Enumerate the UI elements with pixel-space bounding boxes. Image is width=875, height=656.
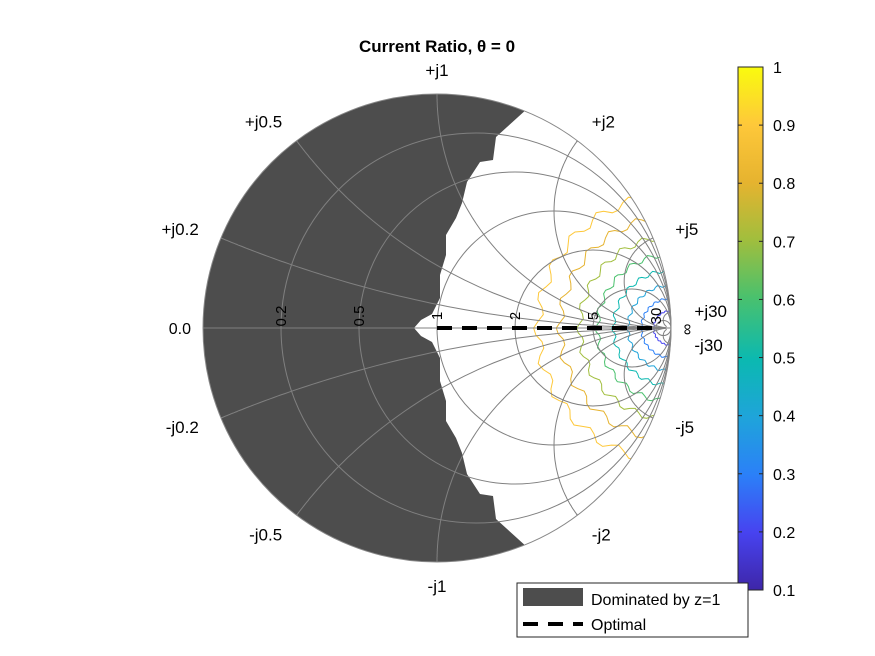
r-label: 5 [585,312,602,320]
grid-x-arc [662,311,671,328]
x-label: +j30 [694,302,727,321]
colorbar-tick-label: 0.8 [773,176,795,193]
grid-x-arc [623,237,667,329]
x-label: +j1 [425,61,448,80]
colorbar-tick-label: 0.7 [773,234,795,251]
x-label: -j30 [694,336,722,355]
colorbar-tick-label: 0.3 [773,467,795,484]
colorbar-tick-label: 0.1 [773,583,795,600]
colorbar: 0.1 0.2 0.3 0.4 0.5 0.6 0.7 0.8 0.9 1 [737,60,795,600]
grid-x-arc [553,140,667,329]
r-label: ∞ [679,324,696,335]
r-label: 0.2 [273,306,290,327]
legend: Dominated by z=1 Optimal [516,582,749,638]
colorbar-tick-label: 0.6 [773,292,795,309]
chart-title: Current Ratio, θ = 0 [359,37,515,56]
reactance-labels: +j0.2 +j0.5 +j1 +j2 +j5 +j30 -j0.2 -j0.5 -j1 -j2 -… [161,61,727,596]
x-label: -j2 [592,525,611,544]
legend-label-optimal: Optimal [591,617,646,634]
colorbar-tick-label: 0.5 [773,351,795,368]
resistance-labels: 0.0 0.2 0.5 1 2 5 30 ∞ [169,306,696,338]
r-label: 1 [429,312,446,320]
x-label: -j5 [675,418,694,437]
colorbar-tick-label: 0.4 [773,409,795,426]
x-label: +j0.5 [245,113,282,132]
x-label: +j0.2 [161,220,198,239]
x-label: -j0.5 [249,525,282,544]
unit-circle [202,93,672,563]
x-label: -j1 [428,577,447,596]
r-label: 0.0 [169,321,191,338]
legend-swatch-dominated [523,588,583,606]
colorbar-gradient [737,66,764,591]
colorbar-tick-label: 0.9 [773,118,795,135]
r-label: 0.5 [351,306,368,327]
grid-x-arc [553,327,667,516]
smith-chart-plot: 0.0 0.2 0.5 1 2 5 30 ∞ +j0.2 +j0.5 +j1 +j2 +j5 +j30 -… [161,61,727,596]
r-label: 2 [507,312,524,320]
colorbar-ticks: 0.1 0.2 0.3 0.4 0.5 0.6 0.7 0.8 0.9 1 [738,60,795,600]
colorbar-tick-label: 1 [773,60,782,77]
colorbar-tick-label: 0.2 [773,525,795,542]
grid-x-arc [662,328,671,345]
r-label: 30 [648,308,665,325]
x-label: +j5 [675,220,698,239]
x-label: +j2 [592,113,615,132]
x-label: -j0.2 [166,418,199,437]
grid-x-arc [623,327,667,419]
legend-label-dominated: Dominated by z=1 [591,592,721,609]
